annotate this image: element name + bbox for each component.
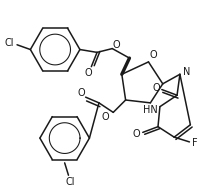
- Text: O: O: [132, 129, 140, 139]
- Text: O: O: [152, 83, 160, 93]
- Text: HN: HN: [143, 105, 158, 116]
- Text: O: O: [102, 112, 109, 122]
- Text: O: O: [77, 88, 85, 98]
- Text: N: N: [183, 67, 190, 77]
- Text: O: O: [112, 40, 120, 50]
- Text: F: F: [192, 138, 198, 148]
- Text: Cl: Cl: [66, 177, 75, 186]
- Text: O: O: [149, 50, 157, 60]
- Text: Cl: Cl: [5, 38, 14, 48]
- Text: O: O: [85, 68, 92, 78]
